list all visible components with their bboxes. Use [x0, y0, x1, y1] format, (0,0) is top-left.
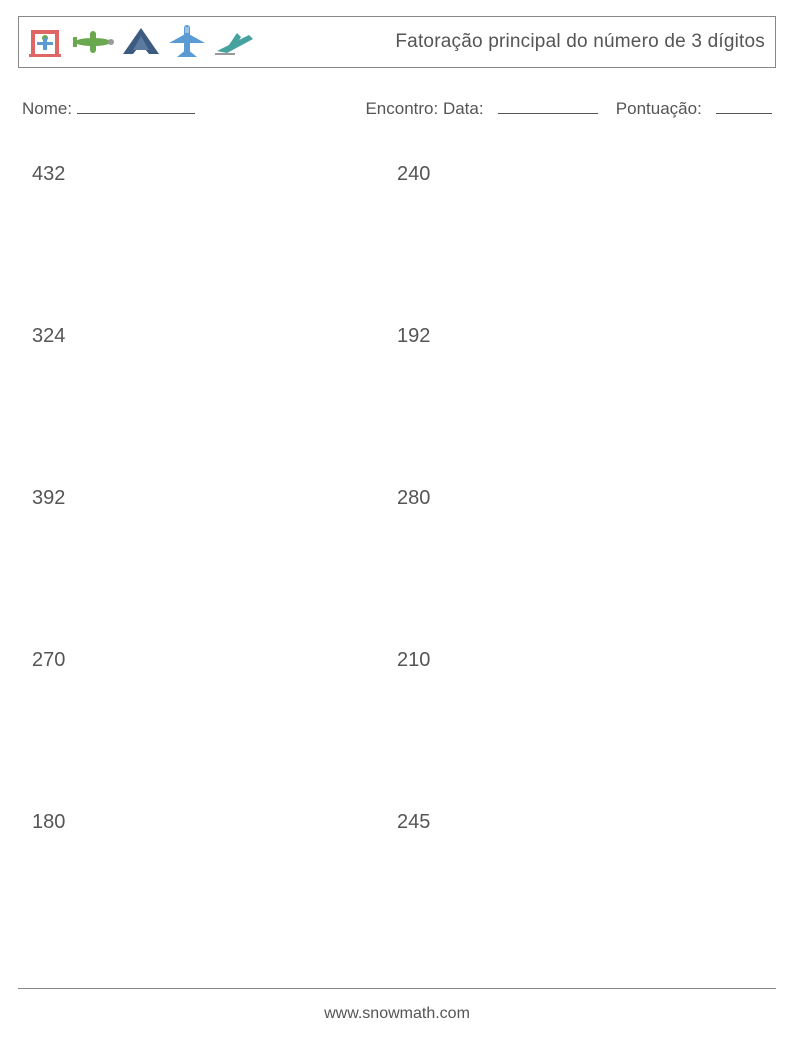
stealth-plane-icon: [121, 26, 161, 58]
score-label: Pontuação:: [616, 99, 702, 118]
problem-row: 432 240: [32, 163, 762, 325]
footer-divider: [18, 988, 776, 989]
problem-cell: 270: [32, 649, 397, 811]
worksheet-title: Fatoração principal do número de 3 dígit…: [395, 31, 765, 53]
problem-row: 324 192: [32, 325, 762, 487]
problems-grid: 432 240 324 192 392 280 270 210 180 245: [18, 163, 776, 973]
jet-plane-icon: [167, 23, 207, 61]
problem-cell: 280: [397, 487, 762, 649]
problem-row: 392 280: [32, 487, 762, 649]
prop-plane-icon: [71, 27, 115, 57]
date-blank[interactable]: [498, 96, 598, 114]
problem-cell: 324: [32, 325, 397, 487]
takeoff-plane-icon: [213, 27, 257, 57]
name-label: Nome:: [22, 99, 72, 119]
name-blank[interactable]: [77, 96, 195, 114]
problem-cell: 192: [397, 325, 762, 487]
problem-row: 270 210: [32, 649, 762, 811]
footer-text: www.snowmath.com: [0, 1005, 794, 1023]
problem-cell: 245: [397, 811, 762, 973]
problem-cell: 210: [397, 649, 762, 811]
header-box: Fatoração principal do número de 3 dígit…: [18, 16, 776, 68]
problem-cell: 180: [32, 811, 397, 973]
problem-row: 180 245: [32, 811, 762, 973]
info-row: Nome: Encontro: Data: Pontuação:: [18, 96, 776, 119]
date-label: Encontro: Data:: [365, 99, 483, 118]
plane-gate-icon: [25, 24, 65, 60]
problem-cell: 240: [397, 163, 762, 325]
problem-cell: 432: [32, 163, 397, 325]
score-blank[interactable]: [716, 96, 772, 114]
problem-cell: 392: [32, 487, 397, 649]
header-icons: [25, 23, 257, 61]
